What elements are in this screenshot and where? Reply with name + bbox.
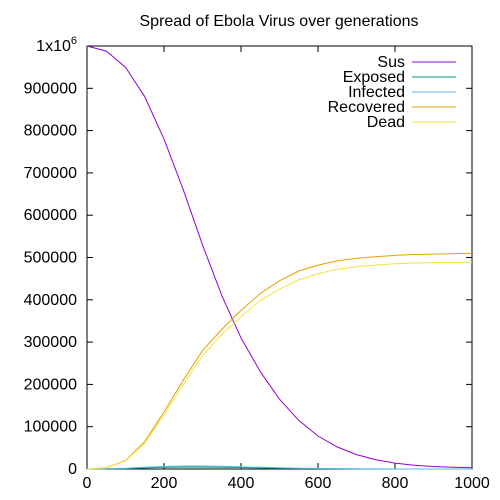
legend-label-infected: Infected — [348, 84, 405, 101]
series-line-infected — [86, 465, 472, 470]
x-tick-label: 800 — [382, 475, 409, 492]
y-tick-label: 1x106 — [36, 35, 77, 55]
x-tick-label: 600 — [305, 475, 332, 492]
y-tick-label: 100000 — [24, 419, 77, 436]
y-tick-label: 700000 — [24, 165, 77, 182]
legend-label-exposed: Exposed — [343, 69, 405, 86]
series-line-sus — [86, 45, 473, 469]
x-axis: 0 200 400 600 800 1000 — [83, 46, 490, 492]
series-line-recovered — [86, 252, 473, 470]
y-axis: 0 100000 200000 300000 400000 500000 600000 700… — [24, 35, 472, 478]
plot-frame — [86, 45, 473, 470]
series-line-dead — [86, 261, 473, 470]
legend-label-dead: Dead — [367, 114, 405, 131]
x-tick-label: 0 — [83, 475, 92, 492]
series-lines — [86, 45, 473, 470]
x-tick-label: 400 — [228, 475, 255, 492]
x-tick-label: 200 — [151, 475, 178, 492]
legend-label-recovered: Recovered — [328, 99, 405, 116]
y-tick-label: 0 — [68, 461, 77, 478]
y-tick-label: 500000 — [24, 250, 77, 267]
x-tick-label: 1000 — [454, 475, 490, 492]
y-tick-label: 800000 — [24, 123, 77, 140]
y-tick-label: 600000 — [24, 207, 77, 224]
chart-title: Spread of Ebola Virus over generations — [140, 13, 419, 30]
y-tick-label: 400000 — [24, 292, 77, 309]
legend-label-sus: Sus — [377, 54, 405, 71]
y-tick-label: 300000 — [24, 334, 77, 351]
y-tick-label: 200000 — [24, 376, 77, 393]
y-tick-label: 900000 — [24, 80, 77, 97]
y-tick-label-base: 1x10 — [36, 38, 71, 55]
y-tick-label-exponent: 6 — [71, 35, 77, 47]
